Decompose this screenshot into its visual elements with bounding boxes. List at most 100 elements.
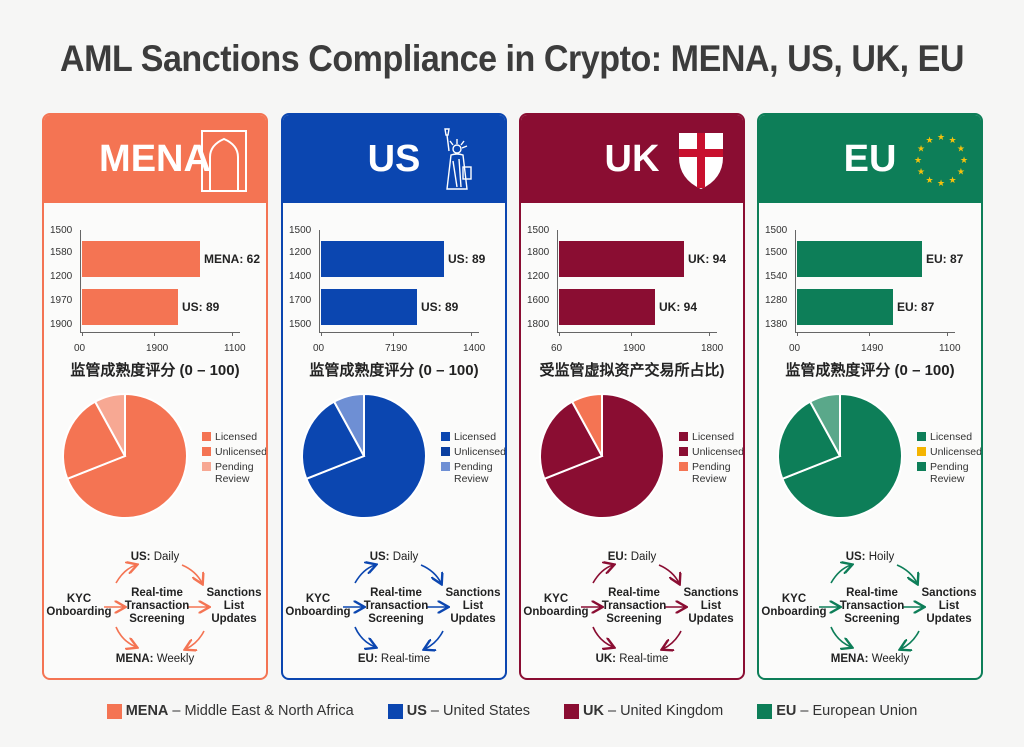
x-axis-title: 监管成熟度评分 (0 – 100) [785, 362, 955, 379]
legend-label: Unlicensed [454, 446, 506, 458]
licensing-pie-chart [777, 392, 903, 519]
svg-text:★: ★ [914, 156, 922, 166]
x-tick-mark [709, 332, 710, 336]
flow-center-node: Real-time Transaction Screening [124, 587, 190, 625]
flow-left-node: KYC Onboarding [761, 593, 827, 618]
pie-legend-item: Unlicensed [679, 446, 744, 458]
flow-left-node: KYC Onboarding [46, 593, 112, 618]
legend-abbr: EU [776, 703, 797, 719]
bar [82, 289, 178, 325]
bar [321, 241, 444, 277]
maturity-bar-chart: 1500 1500 1540 1280 1380 EU: 87 EU: 87 00 149… [759, 225, 981, 379]
legend-label: Licensed [692, 431, 735, 443]
x-axis-title: 受监管虚拟资产交易所占比) [539, 362, 725, 379]
legend-swatch [106, 703, 122, 719]
y-axis [80, 230, 81, 333]
y-tick-label: 1500 [765, 225, 788, 236]
bar-value-label: EU: 87 [897, 300, 935, 314]
region-name: UK [604, 137, 660, 180]
y-axis-ticks: 1500 1200 1400 1700 1500 [289, 225, 319, 335]
flow-left-node: KYC Onboarding [523, 593, 589, 618]
y-tick-label: 1500 [289, 319, 312, 330]
y-tick-label: 1200 [50, 271, 73, 282]
panel-header: EU ★ ★ ★ ★ ★ ★ ★ ★ ★ ★ ★ ★ [759, 115, 981, 203]
bar-value-label: EU: 87 [926, 252, 964, 266]
legend-swatch [441, 462, 450, 471]
y-tick-label: 1600 [527, 295, 550, 306]
bar [559, 289, 655, 325]
panel-header: MENA [44, 115, 266, 203]
y-tick-label: 1380 [765, 319, 788, 330]
x-axis-title: 监管成熟度评分 (0 – 100) [309, 362, 479, 379]
legend-label: Licensed [930, 431, 973, 443]
compliance-flow-diagram: US: Daily KYC Onboarding Real-time Trans… [283, 535, 505, 675]
svg-text:★: ★ [957, 145, 965, 155]
st-george-shield-icon [673, 127, 729, 193]
svg-text:★: ★ [960, 156, 968, 166]
legend-label: Unlicensed [692, 446, 744, 458]
x-tick-label: 1490 [861, 343, 884, 354]
flow-right-node: Sanctions List Updates [683, 587, 739, 625]
pie-legend-item: Unlicensed [917, 446, 982, 458]
legend-swatch [917, 447, 926, 456]
legend-label: Licensed [454, 431, 497, 443]
legend-swatch [202, 432, 211, 441]
region-legend-item: EU – European Union [757, 703, 917, 719]
svg-text:★: ★ [948, 136, 956, 146]
pie-legend-item: Pending Review [202, 461, 266, 485]
flow-center-node: Real-time Transaction Screening [839, 587, 905, 625]
legend-swatch [202, 447, 211, 456]
pie-legend-item: Unlicensed [202, 446, 266, 458]
legend-label: Licensed [215, 431, 258, 443]
panel-header: US [283, 115, 505, 203]
pie-legend-item: Pending Review [679, 461, 743, 485]
legend-swatch [917, 462, 926, 471]
svg-text:★: ★ [937, 133, 945, 143]
statue-of-liberty-icon [435, 127, 491, 193]
region-legend: MENA – Middle East & North Africa US – U… [0, 703, 1024, 719]
flow-top-node: EU: Daily [607, 551, 657, 563]
maturity-bar-chart: 1500 1580 1200 1970 1900 MENA: 62 US: 89 00 1… [44, 225, 266, 379]
y-tick-label: 1280 [765, 295, 788, 306]
legend-swatch [679, 447, 688, 456]
bar [82, 241, 200, 277]
svg-text:★: ★ [948, 176, 956, 186]
legend-abbr: MENA [125, 703, 169, 719]
bar [797, 289, 893, 325]
legend-swatch [679, 462, 688, 471]
x-tick-mark [471, 332, 472, 336]
y-tick-label: 1540 [765, 271, 788, 282]
x-tick-mark [232, 332, 233, 336]
x-axis [557, 332, 717, 333]
legend-description: – United States [430, 703, 531, 719]
x-tick-label: 00 [313, 343, 325, 354]
region-legend-item: MENA – Middle East & North Africa [106, 703, 354, 719]
x-axis [319, 332, 479, 333]
y-tick-label: 1580 [50, 247, 73, 258]
y-tick-label: 1500 [527, 225, 550, 236]
x-tick-mark [631, 332, 632, 336]
panel-uk: UK 1500 1800 1200 1600 1800 UK: 94 UK: 94 60… [519, 113, 745, 680]
flow-bottom-node: EU: Real-time [357, 653, 431, 665]
x-tick-label: 00 [74, 343, 86, 354]
flow-top-node: US: Daily [130, 551, 180, 563]
region-legend-item: UK – United Kingdom [564, 703, 723, 719]
bar-value-label: US: 89 [182, 300, 220, 314]
pie-legend-item: Pending Review [917, 461, 981, 485]
legend-swatch [202, 462, 211, 471]
x-tick-label: 1900 [146, 343, 169, 354]
legend-swatch [564, 703, 580, 719]
flow-center-node: Real-time Transaction Screening [363, 587, 429, 625]
pie-legend-item: Unlicensed [441, 446, 506, 458]
y-tick-label: 1800 [527, 319, 550, 330]
panel-us: US 1500 1200 1400 1700 1500 US: 89 US: 89 00… [281, 113, 507, 680]
legend-swatch [441, 447, 450, 456]
y-tick-label: 1700 [289, 295, 312, 306]
x-tick-label: 60 [551, 343, 563, 354]
flow-bottom-node: UK: Real-time [595, 653, 669, 665]
y-tick-label: 1200 [289, 247, 312, 258]
bar-value-label: UK: 94 [688, 252, 727, 266]
flow-left-node: KYC Onboarding [285, 593, 351, 618]
y-tick-label: 1970 [50, 295, 73, 306]
legend-label: Unlicensed [930, 446, 982, 458]
